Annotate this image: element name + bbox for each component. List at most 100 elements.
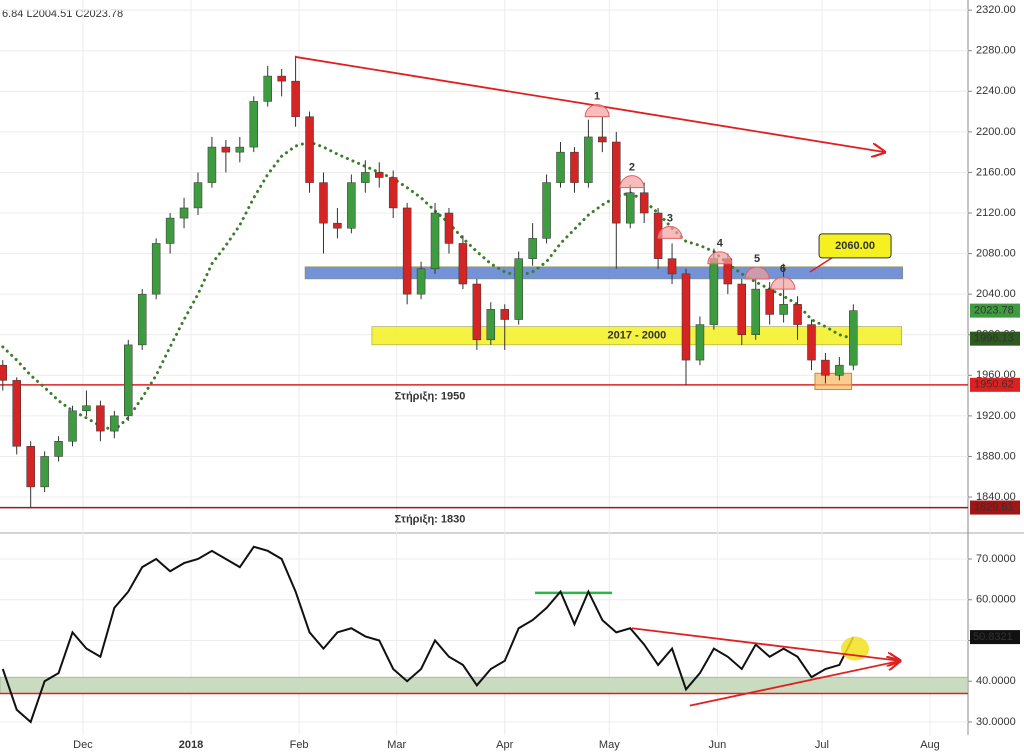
y-tick-label: 2160.00 bbox=[976, 166, 1016, 178]
candle-body bbox=[598, 136, 607, 143]
candle-body bbox=[737, 283, 747, 335]
x-tick-label: Apr bbox=[496, 739, 513, 751]
trendline bbox=[631, 627, 900, 661]
y-tick-label: 2280.00 bbox=[976, 45, 1016, 57]
x-tick-label: 2018 bbox=[179, 739, 203, 751]
value-box bbox=[970, 331, 1020, 346]
candle-body bbox=[793, 304, 802, 325]
candle-body bbox=[388, 177, 398, 209]
value-box bbox=[970, 630, 1020, 645]
support-label: Στήριξη: 1950 bbox=[395, 391, 466, 403]
candle-body bbox=[0, 364, 8, 381]
candle-body bbox=[305, 116, 314, 183]
trendline bbox=[294, 55, 885, 152]
candle-body bbox=[500, 309, 509, 320]
candle-body bbox=[291, 80, 300, 117]
peak-label: 6 bbox=[780, 263, 786, 275]
value-box bbox=[970, 303, 1020, 318]
candle-body bbox=[667, 258, 677, 275]
y-tick-label: 60.0000 bbox=[976, 594, 1016, 606]
y-tick-label: 30.0000 bbox=[976, 716, 1016, 728]
candle-body bbox=[765, 288, 774, 315]
candle-body bbox=[193, 182, 203, 209]
callout-label: 2060.00 bbox=[835, 240, 875, 252]
candle-body bbox=[54, 440, 63, 457]
value-label: 50.8321 bbox=[973, 631, 1013, 643]
candle-body bbox=[639, 192, 649, 214]
candle-body bbox=[110, 415, 119, 432]
y-tick-label: 40.0000 bbox=[976, 675, 1016, 687]
value-label: 1996.13 bbox=[974, 333, 1014, 345]
candle-body bbox=[207, 146, 217, 183]
peak-label: 5 bbox=[754, 253, 760, 265]
value-label: 1829.61 bbox=[974, 501, 1014, 513]
peak-label: 1 bbox=[594, 91, 600, 103]
candle-body bbox=[179, 207, 189, 219]
candle-body bbox=[821, 359, 830, 376]
candle-body bbox=[625, 192, 635, 224]
callout-box bbox=[818, 233, 892, 259]
peak-marker bbox=[770, 276, 796, 290]
candle-body bbox=[26, 446, 35, 488]
candle-body bbox=[709, 258, 719, 325]
x-tick-label: Jul bbox=[815, 739, 829, 751]
peak-label: 2 bbox=[629, 162, 635, 174]
x-tick-label: May bbox=[599, 739, 620, 751]
candle-body bbox=[165, 217, 175, 244]
ohlc-header: 6.84 L2004.51 C2023.78 bbox=[2, 8, 123, 20]
candle-body bbox=[681, 273, 691, 361]
y-tick-label: 2080.00 bbox=[976, 247, 1016, 259]
highlight-box bbox=[814, 372, 853, 391]
candle-body bbox=[82, 405, 91, 412]
candle-body bbox=[612, 141, 621, 224]
y-tick-label: 2040.00 bbox=[976, 288, 1016, 300]
candle-body bbox=[263, 75, 272, 102]
candle-body bbox=[472, 283, 482, 341]
x-tick-label: Jun bbox=[708, 739, 726, 751]
candle-body bbox=[124, 344, 133, 417]
candle-body bbox=[570, 151, 579, 183]
trendline bbox=[689, 661, 900, 707]
candle-body bbox=[444, 212, 454, 244]
candle-body bbox=[249, 101, 259, 148]
candle-body bbox=[235, 146, 245, 153]
y-tick-label: 70.0000 bbox=[976, 553, 1016, 565]
candle-body bbox=[835, 364, 844, 376]
candle-body bbox=[849, 310, 858, 366]
zone bbox=[304, 266, 904, 280]
value-label: 2023.78 bbox=[974, 305, 1014, 317]
candle-body bbox=[430, 212, 440, 270]
y-tick-label: 2200.00 bbox=[976, 126, 1016, 138]
peak-marker bbox=[744, 266, 770, 280]
peak-marker bbox=[707, 251, 733, 265]
candle-body bbox=[779, 304, 788, 315]
candle-body bbox=[402, 207, 412, 295]
y-tick-label: 1880.00 bbox=[976, 450, 1016, 462]
candle-body bbox=[137, 293, 147, 346]
x-tick-label: Feb bbox=[290, 739, 309, 751]
y-tick-label: 2240.00 bbox=[976, 85, 1016, 97]
x-tick-label: Mar bbox=[387, 739, 406, 751]
candle-body bbox=[347, 182, 356, 229]
value-box bbox=[970, 377, 1020, 392]
candle-body bbox=[528, 238, 537, 259]
x-tick-label: Dec bbox=[73, 739, 93, 751]
candle-body bbox=[68, 410, 77, 442]
y-tick-label: 1840.00 bbox=[976, 491, 1016, 503]
candle-body bbox=[333, 222, 342, 229]
y-tick-label: 2120.00 bbox=[976, 207, 1016, 219]
candle-body bbox=[751, 288, 760, 335]
candle-body bbox=[361, 172, 370, 183]
candle-body bbox=[556, 151, 565, 183]
candle-body bbox=[319, 182, 328, 224]
candle-body bbox=[458, 243, 468, 285]
y-tick-label: 1920.00 bbox=[976, 410, 1016, 422]
y-tick-label: 2320.00 bbox=[976, 4, 1016, 16]
peak-marker bbox=[619, 175, 645, 189]
candle-body bbox=[416, 268, 426, 295]
value-label: 1950.62 bbox=[974, 379, 1014, 391]
oscillator-line bbox=[1, 545, 855, 724]
